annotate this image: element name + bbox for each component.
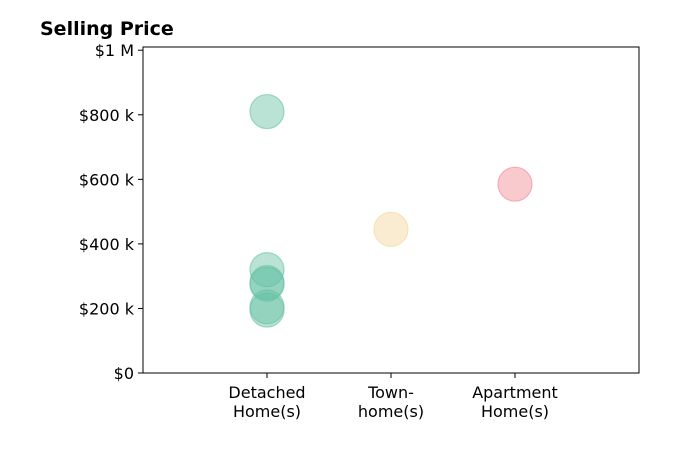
data-point <box>249 93 285 130</box>
plot-frame <box>142 46 640 374</box>
x-axis: Detached Home(s) Town-home(s) Apartment Home… <box>228 373 558 421</box>
y-axis: $0 $200 k $400 k $600 k $800 k $1 M <box>79 41 143 383</box>
data-points <box>249 93 533 328</box>
x-tick-label: Town-home(s) <box>358 383 424 421</box>
y-tick-label: $200 k <box>79 299 135 318</box>
chart-title: Selling Price <box>40 18 174 40</box>
y-tick-label: $1 M <box>95 41 134 60</box>
y-tick-label: $600 k <box>79 170 135 189</box>
y-tick-label: $400 k <box>79 235 135 254</box>
y-tick-label: $800 k <box>79 106 135 125</box>
data-point <box>249 252 285 288</box>
x-tick-label: Apartment Home(s) <box>472 383 558 421</box>
x-tick-label: Detached Home(s) <box>228 383 305 421</box>
data-point <box>497 166 533 202</box>
y-tick-label: $0 <box>114 364 134 383</box>
data-point <box>373 211 409 247</box>
data-point <box>249 292 285 328</box>
